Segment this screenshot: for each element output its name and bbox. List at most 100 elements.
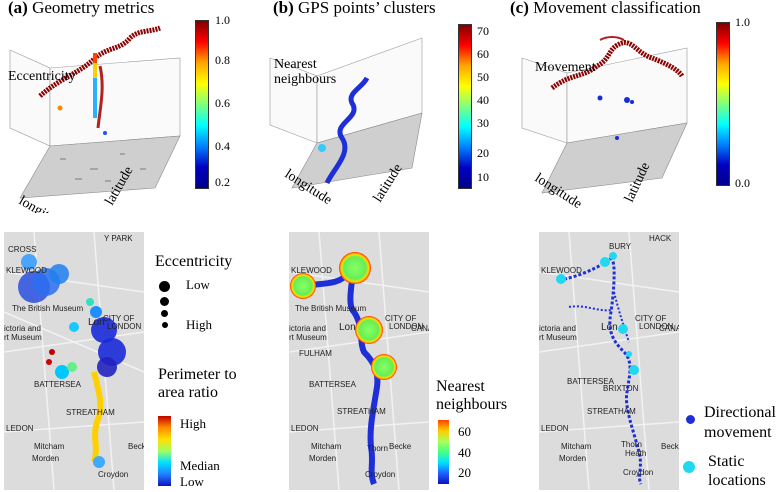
map-label: BATTERSEA <box>34 380 81 389</box>
legend-c-directional-line2: movement <box>704 424 772 441</box>
legend-a-dot-low <box>159 281 170 292</box>
map-label: rt Museum <box>539 333 577 342</box>
floor-map <box>541 122 688 194</box>
colorbar-c-tick: 0.0 <box>735 176 750 190</box>
colorbar-b-tick: 70 <box>477 24 489 38</box>
panel-a-title: (a) Geometry metrics <box>8 0 155 17</box>
floor-map <box>19 135 181 199</box>
map-label: Becke <box>661 442 679 451</box>
map-label: CITY OF <box>385 314 417 323</box>
trajectory-movement <box>550 40 685 91</box>
panel-b-title: (b) GPS points’ clusters <box>273 0 436 17</box>
colorbar-b-tick: 20 <box>477 146 489 160</box>
cluster-circle <box>355 316 383 344</box>
map-label: Thorn <box>367 444 388 453</box>
colorbar-a <box>195 20 209 189</box>
panel-c-title: (c) Movement classification <box>510 0 701 17</box>
map-a: KLEWOOD The British Museum ictoria and r… <box>4 232 144 490</box>
static-location <box>600 257 610 267</box>
map-label: Morden <box>309 454 337 463</box>
static-location <box>618 324 628 334</box>
colorbar-b <box>458 24 472 189</box>
map-label: BATTERSEA <box>309 380 356 389</box>
map-label: Croydon <box>623 468 654 477</box>
cluster-circle <box>371 354 397 380</box>
map-label: Becke <box>389 442 412 451</box>
legend-c-directional-line1: Directional <box>704 404 776 421</box>
map-label: HACK <box>649 234 672 243</box>
map-label: LEDON <box>541 424 569 433</box>
map-label: Mitcham <box>34 442 65 451</box>
map-label: Heath <box>625 449 647 458</box>
legend-a-ratio-high: High <box>180 416 206 431</box>
colorbar-c-tick: 1.0 <box>735 15 750 29</box>
floor-map <box>291 112 423 189</box>
colorbar-a-tick: 0.4 <box>215 139 230 153</box>
map-label: KLEWOOD <box>541 266 582 275</box>
map-label: STREATHAM <box>587 407 636 416</box>
map-label: Morden <box>32 454 60 463</box>
legend-b-tick: 20 <box>458 465 471 480</box>
static-location <box>626 351 632 357</box>
map-label: Morden <box>559 454 587 463</box>
legend-a-dot-high <box>162 322 168 328</box>
map-label: STREATHAM <box>337 407 386 416</box>
map-label: Lon <box>339 322 356 333</box>
static-location <box>629 365 639 375</box>
map-label: KLEWOOD <box>6 266 47 275</box>
map-label: LONDON <box>107 322 142 331</box>
static-location <box>556 274 566 284</box>
legend-b-title-line1: Nearest <box>436 378 485 395</box>
colorbar-b-tick: 60 <box>477 47 489 61</box>
map-label: LEDON <box>291 424 319 433</box>
trajectory-blue <box>324 76 370 185</box>
colorbar-a-tick: 0.8 <box>215 53 230 67</box>
legend-a-ratio-median: Median <box>180 458 220 473</box>
zlabel-c: Movement <box>535 60 596 75</box>
legend-b-colorbar <box>438 420 449 484</box>
map-label: LEDON <box>6 424 34 433</box>
map-label: CANA <box>659 324 679 333</box>
colorbar-b-tick: 40 <box>477 93 489 107</box>
plot3d-a: Eccentricity longitude latitude <box>8 25 181 213</box>
map-label: Becke <box>128 442 144 451</box>
cluster-circle <box>290 273 316 299</box>
legend-a-dot <box>161 310 168 317</box>
map-label: ictoria and <box>539 324 576 333</box>
map-label: The British Museum <box>12 304 84 313</box>
legend-a-ratio-line2: area ratio <box>158 384 218 401</box>
trajectory-high <box>38 25 161 98</box>
zlabel-b-line1: Nearest <box>274 57 317 72</box>
map-label: Croydon <box>98 470 129 479</box>
point-orange <box>57 105 63 111</box>
map-label: ictoria and <box>4 324 41 333</box>
map-label: CITY OF <box>103 314 135 323</box>
colorbar-a-tick: 0.6 <box>215 96 230 110</box>
map-c: KLEWOOD ictoria and rt Museum CITY OF LO… <box>539 232 679 490</box>
cluster-circle <box>339 252 371 284</box>
map-label: rt Museum <box>4 333 42 342</box>
map-label: CITY OF <box>635 314 667 323</box>
legend-a-ratio-colorbar <box>158 416 171 486</box>
map-label: CANA <box>411 324 429 333</box>
legend-a-low: Low <box>186 277 210 292</box>
map-label: CROSS <box>8 245 37 254</box>
colorbar-b-tick: 10 <box>477 170 489 184</box>
map-label: The British Museum <box>295 304 367 313</box>
legend-a-ratio-line1: Perimeter to <box>158 366 237 383</box>
map-label: Lon <box>88 317 105 328</box>
map-label: FULHAM <box>299 349 332 358</box>
legend-b-tick: 60 <box>458 424 471 439</box>
back-wall-left <box>9 49 51 147</box>
zlabel-b-line2: neighbours <box>274 72 336 87</box>
colorbar-b-tick: 50 <box>477 70 489 84</box>
map-label: Mitcham <box>311 442 342 451</box>
legend-a-title: Eccentricity <box>155 253 233 270</box>
map-label: STREATHAM <box>66 408 115 417</box>
legend-c-static-line2: locations <box>708 472 766 489</box>
legend-a-ratio-low: Low <box>180 474 204 489</box>
map-label: Thorn <box>621 440 642 449</box>
map-label: Y PARK <box>104 234 133 243</box>
legend-b-tick: 40 <box>458 445 471 460</box>
map-b: KLEWOOD The British Museum ictoria and r… <box>289 232 429 490</box>
